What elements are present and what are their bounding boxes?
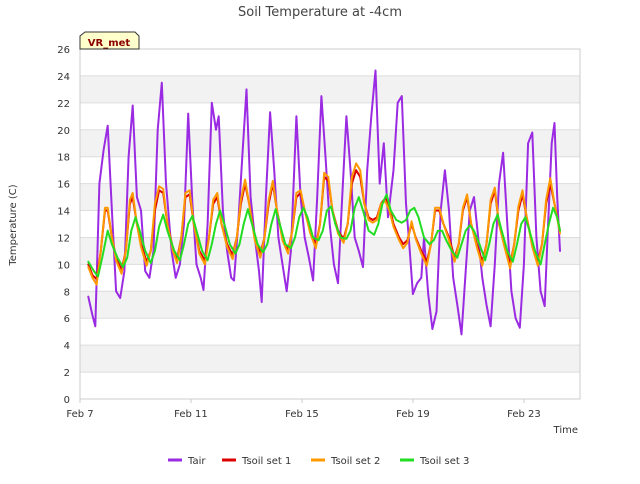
legend-label: Tsoil set 3	[419, 456, 469, 467]
y-axis-label: Temperature (C)	[8, 184, 19, 266]
y-tick-label: 26	[57, 45, 70, 56]
grid-band	[80, 345, 580, 373]
x-tick-label: Feb 19	[396, 409, 430, 420]
legend-label: Tair	[187, 456, 206, 467]
grid-band	[80, 75, 580, 103]
y-tick-label: 18	[57, 153, 70, 164]
y-tick-label: 12	[57, 233, 70, 244]
y-tick-label: 2	[64, 368, 70, 379]
plot-frame	[79, 48, 581, 400]
y-tick-label: 6	[64, 314, 70, 325]
chart-title: Soil Temperature at -4cm	[238, 5, 402, 20]
x-tick-label: Feb 11	[174, 409, 208, 420]
series-line-tair	[87, 69, 561, 336]
grid-band	[80, 291, 580, 319]
legend-label: Tsoil set 2	[330, 456, 380, 467]
station-badge-label: VR_met	[88, 38, 131, 49]
x-axis-label: Time	[553, 425, 578, 436]
y-tick-label: 4	[64, 341, 70, 352]
station-badge-box	[79, 31, 140, 50]
grid-band	[80, 129, 580, 157]
x-axis-ticks: Feb 7 Feb 11 Feb 15 Feb 19 Feb 23	[66, 399, 541, 420]
legend-label: Tsoil set 1	[241, 456, 291, 467]
y-tick-label: 22	[57, 99, 70, 110]
x-tick-label: Feb 7	[66, 409, 93, 420]
series-line-tsoil-set-3	[87, 193, 561, 278]
y-tick-label: 24	[57, 72, 70, 83]
series-line-tsoil-set-2	[87, 162, 561, 286]
x-tick-label: Feb 15	[285, 409, 319, 420]
station-badge: VR_met	[79, 31, 140, 50]
y-tick-label: 8	[64, 287, 70, 298]
y-tick-label: 14	[57, 207, 70, 218]
x-tick-label: Feb 23	[507, 409, 541, 420]
y-tick-label: 20	[57, 126, 70, 137]
y-tick-label: 0	[64, 395, 70, 406]
legend: Tair Tsoil set 1 Tsoil set 2 Tsoil set 3	[168, 456, 469, 467]
y-tick-label: 10	[57, 260, 70, 271]
series-lines	[87, 69, 561, 336]
y-tick-label: 16	[57, 180, 70, 191]
